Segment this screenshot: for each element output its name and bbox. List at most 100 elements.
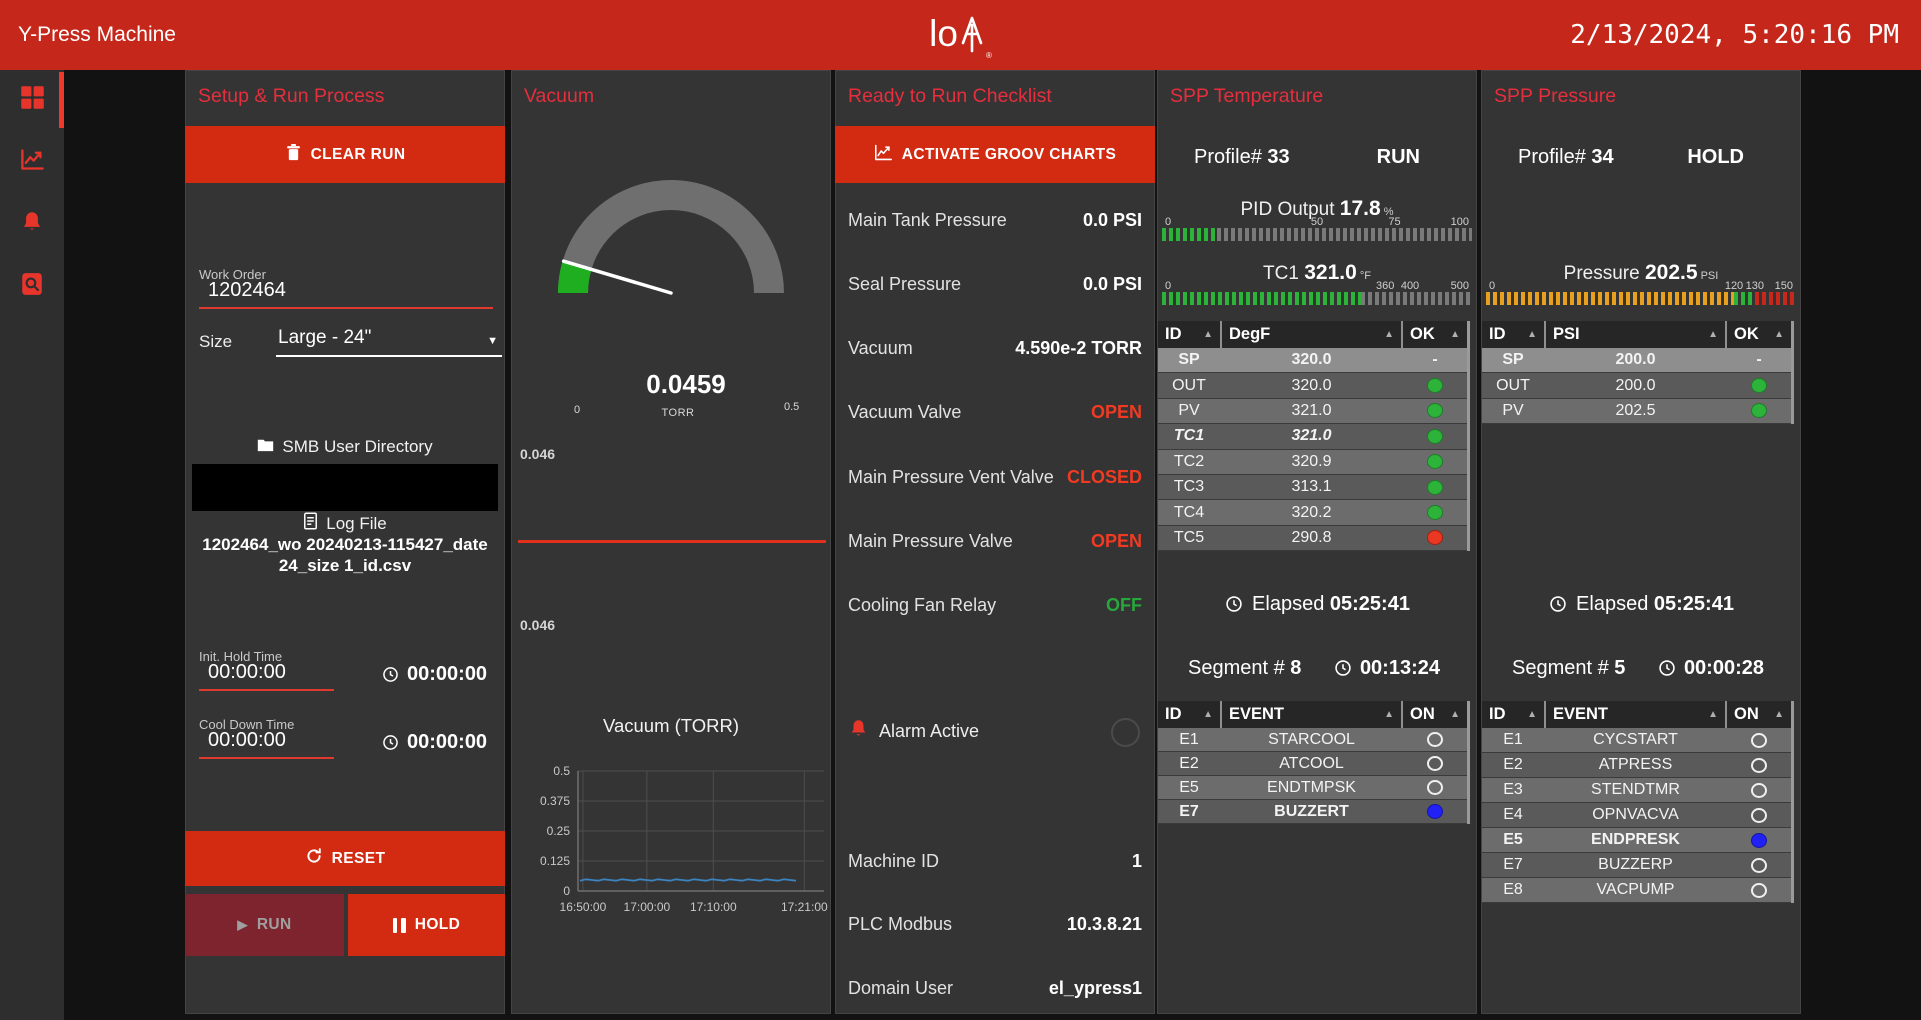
- table-row-e8[interactable]: E8 VACPUMP: [1482, 878, 1791, 903]
- table-row-e2[interactable]: E2 ATPRESS: [1482, 753, 1791, 778]
- bar-segment: [1734, 292, 1755, 305]
- pause-icon: [392, 917, 406, 933]
- column-header-on[interactable]: ON ▲: [1403, 701, 1467, 728]
- size-select[interactable]: Large - 24" ▼: [276, 327, 502, 357]
- svg-text:0: 0: [563, 884, 570, 898]
- bar-name: PID Output: [1240, 199, 1340, 220]
- clear-run-button[interactable]: CLEAR RUN: [185, 126, 505, 183]
- column-header-on[interactable]: ON ▲: [1727, 701, 1791, 728]
- row-value: OPNVACVA: [1592, 806, 1679, 823]
- bar-tick: 150: [1774, 280, 1793, 292]
- bar-name: TC1: [1263, 263, 1305, 284]
- pid-output-bar: PID Output 17.8 % 0 50 75 100: [1162, 197, 1472, 243]
- temperature-events-table: ID ▲ EVENT ▲ ON ▲ E1 STARCOOL E2 ATCOOL E5 ENDTMPSK…: [1158, 701, 1470, 824]
- checklist-item-label: Vacuum Valve: [848, 402, 962, 423]
- row-status: [1403, 428, 1467, 444]
- bar-segment: [1217, 228, 1472, 241]
- temperature-table: ID ▲ DegF ▲ OK ▲ SP 320.0- OUT 320.0 PV 321.0 TC1 321…: [1158, 321, 1470, 552]
- gauge-value: 0.0459: [646, 369, 726, 399]
- column-header-id[interactable]: ID ▲: [1158, 701, 1220, 728]
- sort-icon: ▲: [1527, 709, 1537, 720]
- checklist-item-value: 0.0 PSI: [1082, 273, 1142, 294]
- sidebar-item-dashboard[interactable]: [0, 74, 64, 126]
- column-header-id[interactable]: ID ▲: [1158, 321, 1220, 348]
- run-button[interactable]: ▶ RUN: [185, 894, 344, 956]
- row-status: [1403, 505, 1467, 521]
- log-file-name: 1202464_wo 20240213-115427_date 24_size …: [202, 535, 488, 575]
- table-row-e1[interactable]: E1 CYCSTART: [1482, 728, 1791, 753]
- row-id: TC4: [1173, 503, 1205, 521]
- dashboard-panels: Setup & Run Process CLEAR RUN Work Order…: [185, 70, 1806, 1014]
- svg-text:0.375: 0.375: [540, 794, 570, 808]
- profile-row: Profile# 33 RUN: [1194, 143, 1420, 171]
- column-header-label: OK: [1410, 325, 1435, 343]
- table-row-e1[interactable]: E1 STARCOOL: [1158, 728, 1467, 752]
- column-header-id[interactable]: ID ▲: [1482, 321, 1544, 348]
- row-id: SP: [1178, 351, 1200, 369]
- table-row-tc2[interactable]: TC2 320.9: [1158, 449, 1467, 475]
- column-header-ok[interactable]: OK ▲: [1727, 321, 1791, 348]
- table-row-sp[interactable]: SP 200.0 -: [1482, 348, 1791, 374]
- table-row-e4[interactable]: E4 OPNVACVA: [1482, 803, 1791, 828]
- work-order-input[interactable]: [199, 277, 493, 309]
- gauge-max: 0.5: [784, 401, 800, 413]
- vacuum-readout-bottom: 0.046: [520, 617, 556, 633]
- cool-down-input[interactable]: [199, 727, 334, 759]
- sidebar-item-alarms[interactable]: [0, 198, 64, 250]
- column-header-label: ID: [1165, 325, 1182, 343]
- svg-text:0.125: 0.125: [540, 854, 570, 868]
- reset-button[interactable]: RESET: [185, 831, 505, 886]
- checklist-item-value: OPEN: [1090, 402, 1142, 423]
- row-value: CYCSTART: [1593, 731, 1678, 748]
- row-value: ENDTMPSK: [1267, 778, 1356, 796]
- table-row-e7[interactable]: E7 BUZZERT: [1158, 800, 1467, 824]
- status-dot-blue: [1751, 832, 1767, 848]
- checklist-item-value: 4.590e-2 TORR: [1015, 338, 1142, 359]
- status-ring-off: [1427, 732, 1443, 747]
- panel-checklist: Ready to Run Checklist ACTIVATE GROOV CH…: [835, 70, 1155, 1014]
- column-header-ok[interactable]: OK ▲: [1403, 321, 1467, 348]
- table-row-e3[interactable]: E3 STENDTMR: [1482, 778, 1791, 803]
- row-status: [1403, 756, 1467, 771]
- table-row-sp[interactable]: SP 320.0 -: [1158, 348, 1467, 374]
- info-value: el_ypress1: [1048, 978, 1142, 999]
- column-header-event[interactable]: EVENT ▲: [1220, 701, 1403, 728]
- column-header-degf[interactable]: DegF ▲: [1220, 321, 1403, 348]
- bar-value: 17.8: [1339, 197, 1381, 220]
- status-ring-off: [1751, 807, 1767, 823]
- bar-segment: [1162, 228, 1218, 241]
- table-row-tc5[interactable]: TC5 290.8: [1158, 525, 1467, 552]
- column-header-id[interactable]: ID ▲: [1482, 701, 1544, 728]
- smb-directory-browser[interactable]: [192, 464, 498, 511]
- row-status: -: [1432, 351, 1438, 369]
- row-id: TC3: [1173, 478, 1205, 496]
- info-label: Machine ID: [848, 850, 940, 871]
- table-row-tc4[interactable]: TC4 320.2: [1158, 500, 1467, 526]
- panel-title: SPP Temperature: [1170, 85, 1324, 107]
- table-row-out[interactable]: OUT 200.0: [1482, 373, 1791, 399]
- column-header-psi[interactable]: PSI ▲: [1544, 321, 1727, 348]
- sidebar-item-trends[interactable]: [0, 136, 64, 188]
- table-row-e2[interactable]: E2 ATCOOL: [1158, 752, 1467, 776]
- table-row-out[interactable]: OUT 320.0: [1158, 373, 1467, 399]
- row-status: [1727, 832, 1791, 848]
- checklist-item-label: Main Pressure Valve: [848, 531, 1013, 551]
- activate-groov-charts-button[interactable]: ACTIVATE GROOV CHARTS: [835, 126, 1155, 183]
- table-row-pv[interactable]: PV 202.5: [1482, 398, 1791, 425]
- status-ring-off: [1751, 757, 1767, 773]
- vacuum-readout-top: 0.046: [520, 446, 556, 462]
- sort-icon: ▲: [1527, 329, 1537, 340]
- bar-value: 202.5: [1644, 261, 1698, 284]
- table-row-e7[interactable]: E7 BUZZERP: [1482, 853, 1791, 878]
- hold-button[interactable]: HOLD: [348, 894, 505, 956]
- column-header-event[interactable]: EVENT ▲: [1544, 701, 1727, 728]
- smb-directory-row: SMB User Directory: [186, 437, 504, 457]
- table-row-tc3[interactable]: TC3 313.1: [1158, 474, 1467, 501]
- table-row-tc1[interactable]: TC1 321.0: [1158, 424, 1467, 450]
- table-row-e5[interactable]: E5 ENDPRESK: [1482, 828, 1791, 853]
- table-row-e5[interactable]: E5 ENDTMPSK: [1158, 776, 1467, 800]
- panel-spp-pressure: SPP Pressure Profile# 34 HOLD Pressure 2…: [1481, 70, 1801, 1014]
- sidebar-item-event-log[interactable]: [0, 260, 64, 312]
- init-hold-input[interactable]: [199, 659, 334, 691]
- table-row-pv[interactable]: PV 321.0: [1158, 398, 1467, 425]
